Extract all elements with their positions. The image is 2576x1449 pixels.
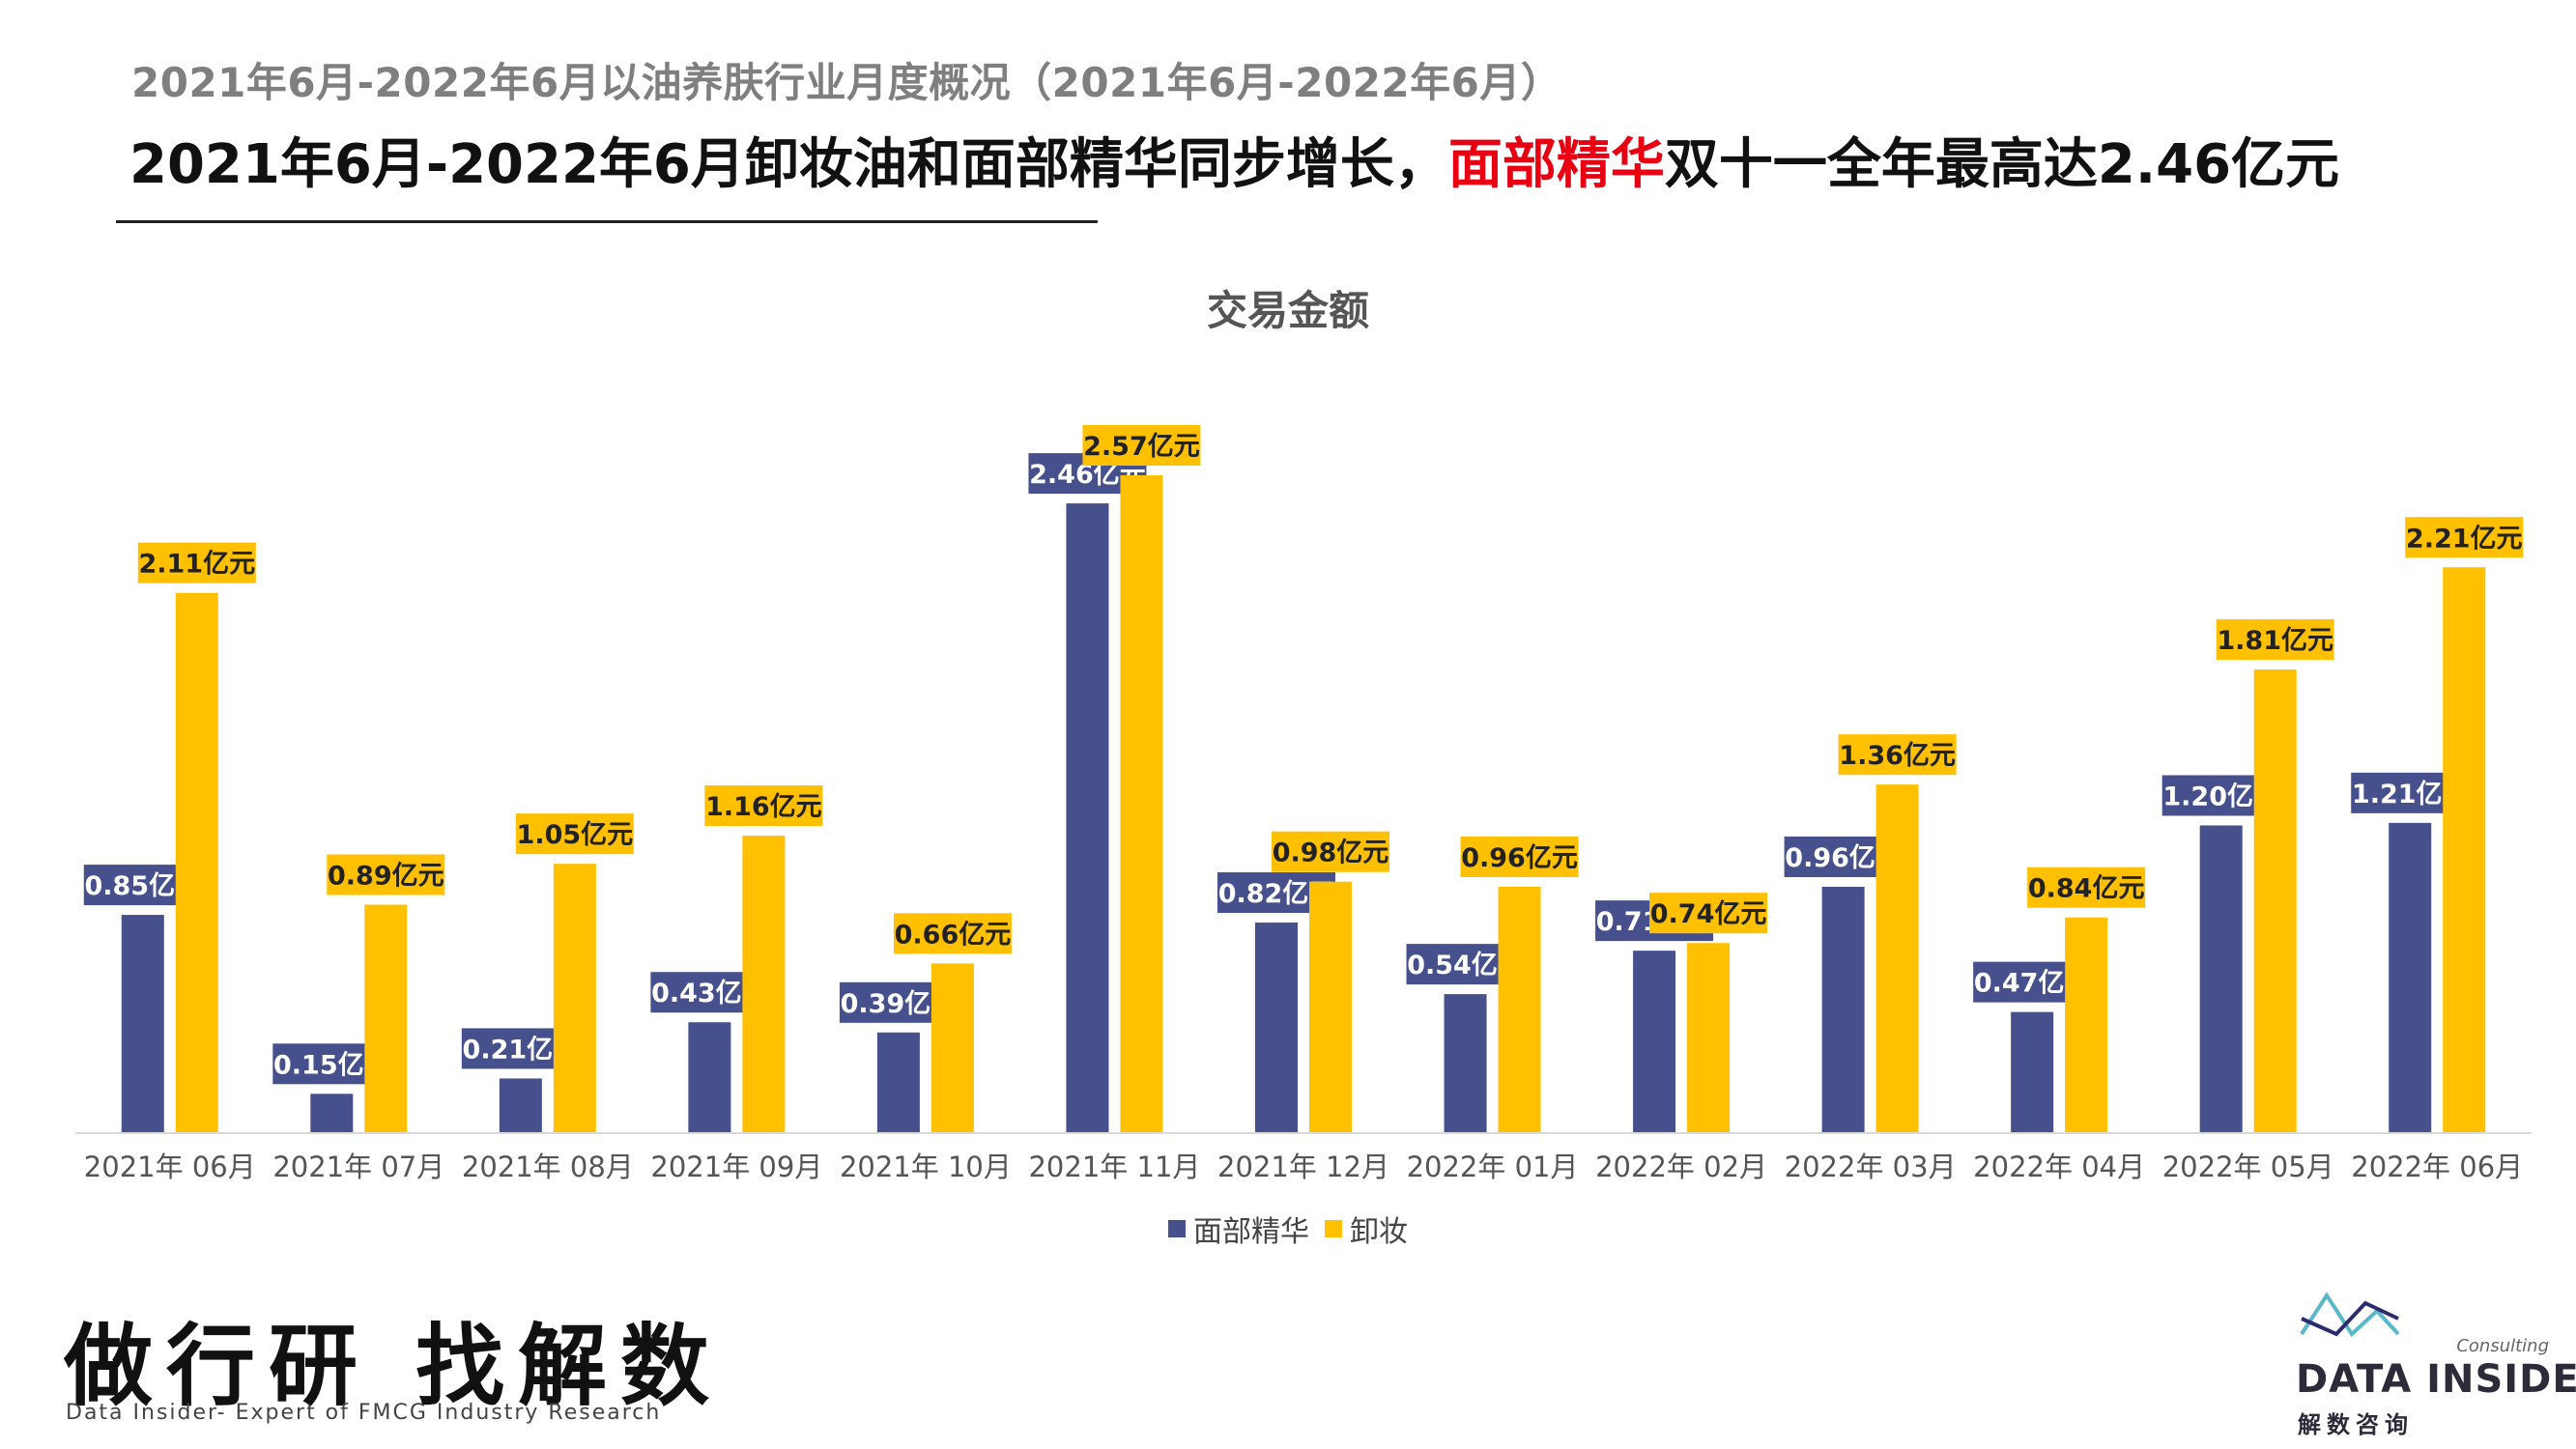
page-subtitle: 2021年6月-2022年6月以油养肤行业月度概况（2021年6月-2022年6… [131, 59, 1562, 106]
data-label: 1.81亿元 [2217, 626, 2333, 656]
bar-cleanser [1687, 943, 1731, 1132]
brand-tagline: Data Insider- Expert of FMCG Industry Re… [66, 1401, 662, 1425]
x-tick-label: 2021年 07月 [272, 1151, 444, 1183]
data-label-box [704, 785, 823, 827]
legend-label-series2: 卸妆 [1350, 1215, 1408, 1249]
data-label: 0.98亿元 [1273, 838, 1389, 868]
bar-serum [1633, 951, 1676, 1132]
data-insider-logo: Consulting DATA INSIDER 解数咨询 [2296, 1290, 2576, 1438]
bar-cleanser [553, 864, 596, 1132]
bar-cleanser [2065, 917, 2108, 1132]
data-label-box [137, 542, 256, 583]
data-label: 1.36亿元 [1839, 741, 1956, 771]
x-tick-label: 2022年 03月 [1785, 1151, 1957, 1183]
headline-part1: 2021年6月-2022年6月卸妆油和面部精华同步增长， [129, 133, 1448, 196]
bar-cleanser [2253, 669, 2297, 1132]
logo-cn-name: 解数咨询 [2298, 1411, 2414, 1438]
data-label: 0.84亿元 [2028, 874, 2145, 904]
data-label-box [2027, 867, 2146, 908]
logo-mark-icon [2300, 1292, 2400, 1338]
legend-item-series2: 卸妆 [1325, 1208, 1408, 1250]
legend-label-series1: 面部精华 [1193, 1215, 1309, 1249]
bar-cleanser [1498, 886, 1541, 1132]
x-tick-label: 2021年 08月 [462, 1151, 634, 1183]
data-label-box [1649, 893, 1768, 934]
headline-part2: 双十一全年最高达2.46亿元 [1664, 133, 2340, 196]
bar-serum [499, 1078, 542, 1132]
bar-serum [2199, 825, 2243, 1132]
bar-serum [876, 1032, 920, 1132]
x-tick-label: 2022年 02月 [1595, 1151, 1767, 1183]
legend-item-series1: 面部精华 [1168, 1208, 1309, 1250]
data-label: 2.11亿元 [138, 550, 255, 580]
data-label-box [1838, 734, 1957, 776]
bar-serum [688, 1022, 731, 1132]
logo-name: DATA INSIDER [2296, 1357, 2576, 1402]
bar-serum [2389, 822, 2432, 1132]
x-tick-label: 2022年 04月 [1973, 1151, 2145, 1183]
data-label-box [1082, 425, 1201, 466]
bar-serum [1821, 886, 1865, 1132]
logo-consulting: Consulting [2456, 1336, 2549, 1356]
x-tick-label: 2021年 12月 [1217, 1151, 1389, 1183]
bar-serum [2011, 1011, 2054, 1132]
x-tick-label: 2021年 06月 [84, 1151, 256, 1183]
data-label-box [893, 913, 1012, 954]
x-tick-label: 2021年 09月 [650, 1151, 822, 1183]
bar-cleanser [1309, 881, 1352, 1132]
data-label-box [327, 854, 445, 895]
legend-swatch-series1 [1168, 1220, 1186, 1237]
bar-cleanser [1120, 475, 1163, 1132]
bar-serum [1066, 503, 1109, 1132]
bar-cleanser [2443, 567, 2486, 1132]
bar-cleanser [930, 963, 974, 1132]
data-label: 1.16亿元 [705, 792, 822, 822]
bar-cleanser [1875, 784, 1919, 1132]
data-label: 2.57亿元 [1083, 432, 1200, 462]
bar-cleanser [742, 836, 786, 1132]
data-label: 0.74亿元 [1650, 899, 1767, 929]
bar-cleanser [175, 592, 218, 1132]
data-label: 0.66亿元 [895, 920, 1012, 950]
data-label-box [515, 813, 634, 855]
data-label-box [2405, 517, 2524, 558]
data-label-box [1460, 836, 1579, 877]
x-tick-label: 2022年 06月 [2351, 1151, 2523, 1183]
data-label: 0.89亿元 [328, 862, 444, 892]
legend-swatch-series2 [1325, 1220, 1342, 1237]
bar-cleanser [364, 904, 408, 1132]
bar-serum [1444, 994, 1487, 1132]
data-label: 1.05亿元 [517, 820, 634, 850]
headline-highlight: 面部精华 [1447, 133, 1665, 196]
page-headline: 2021年6月-2022年6月卸妆油和面部精华同步增长，面部精华双十一全年最高达… [129, 121, 2339, 199]
bar-serum [121, 915, 164, 1132]
bar-serum [310, 1094, 354, 1132]
bar-serum [1255, 923, 1298, 1132]
chart-legend: 面部精华 卸妆 [0, 1208, 2576, 1250]
brand-slogan: 做行研 找解数 [64, 1314, 724, 1418]
chart-title: 交易金额 [1206, 287, 1369, 334]
data-label-box [2216, 619, 2334, 661]
data-label-box [1272, 831, 1389, 872]
data-label: 0.96亿元 [1461, 843, 1578, 873]
x-tick-label: 2021年 10月 [840, 1151, 1012, 1183]
x-tick-label: 2022年 05月 [2162, 1151, 2334, 1183]
x-tick-label: 2022年 01月 [1407, 1151, 1579, 1183]
headline-divider [116, 220, 1098, 223]
x-tick-label: 2021年 11月 [1028, 1151, 1200, 1183]
data-label: 2.21亿元 [2406, 524, 2523, 554]
